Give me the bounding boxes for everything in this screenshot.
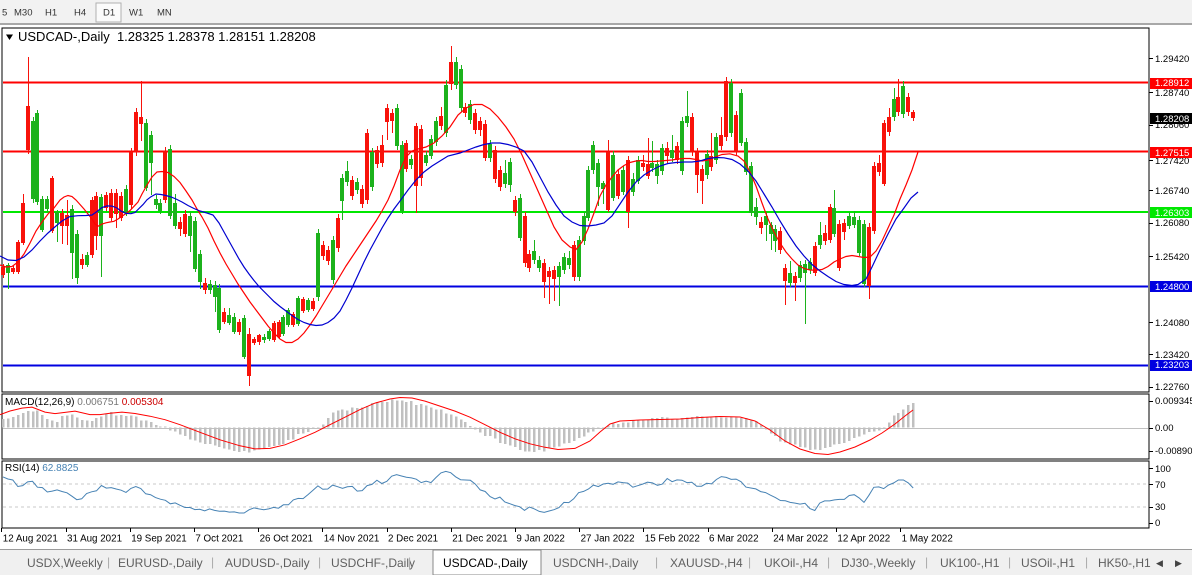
svg-text:|: | — [408, 555, 411, 569]
svg-text:0.009345: 0.009345 — [1155, 396, 1192, 407]
svg-text:|: | — [318, 555, 321, 569]
svg-text:6 Mar 2022: 6 Mar 2022 — [709, 534, 759, 545]
svg-text:-0.008902: -0.008902 — [1155, 446, 1192, 457]
svg-text:1.26740: 1.26740 — [1155, 186, 1189, 197]
svg-text:|: | — [1085, 555, 1088, 569]
svg-text:1.29420: 1.29420 — [1155, 54, 1189, 65]
svg-text:9 Jan 2022: 9 Jan 2022 — [516, 534, 564, 545]
svg-text:0.00: 0.00 — [1155, 423, 1174, 434]
svg-text:1.22760: 1.22760 — [1155, 382, 1189, 393]
svg-text:RSI(14) 62.8825: RSI(14) 62.8825 — [5, 463, 79, 474]
svg-text:USDCAD-,Daily 1.28325 1.28378: USDCAD-,Daily 1.28325 1.28378 1.28151 1.… — [18, 29, 316, 44]
svg-text:1.27420: 1.27420 — [1155, 156, 1189, 167]
svg-text:UKOil-,H4: UKOil-,H4 — [764, 556, 818, 570]
svg-text:100: 100 — [1155, 464, 1171, 475]
svg-text:MACD(12,26,9) 0.006751 0.00530: MACD(12,26,9) 0.006751 0.005304 — [5, 397, 164, 408]
svg-text:EURUSD-,Daily: EURUSD-,Daily — [118, 556, 203, 570]
svg-text:|: | — [655, 555, 658, 569]
svg-text:2 Dec 2021: 2 Dec 2021 — [388, 534, 438, 545]
svg-text:UK100-,H1: UK100-,H1 — [940, 556, 1000, 570]
svg-text:1.23203: 1.23203 — [1155, 360, 1189, 371]
svg-text:|: | — [925, 555, 928, 569]
svg-text:USDCAD-,Daily: USDCAD-,Daily — [443, 556, 528, 570]
svg-text:1.24080: 1.24080 — [1155, 318, 1189, 329]
svg-text:30: 30 — [1155, 502, 1166, 513]
svg-text:W1: W1 — [129, 8, 143, 19]
svg-text:31 Aug 2021: 31 Aug 2021 — [67, 534, 122, 545]
svg-text:12 Apr 2022: 12 Apr 2022 — [837, 534, 890, 545]
svg-text:|: | — [1008, 555, 1011, 569]
svg-text:12 Aug 2021: 12 Aug 2021 — [3, 534, 58, 545]
svg-text:HK50-,H1: HK50-,H1 — [1098, 556, 1151, 570]
svg-text:5: 5 — [2, 8, 7, 19]
svg-text:1.26080: 1.26080 — [1155, 218, 1189, 229]
svg-text:1.26303: 1.26303 — [1155, 208, 1189, 219]
svg-text:1.27515: 1.27515 — [1155, 148, 1189, 159]
svg-text:|: | — [107, 555, 110, 569]
svg-text:▶: ▶ — [1175, 558, 1182, 568]
svg-text:MN: MN — [157, 8, 172, 19]
svg-text:1.28208: 1.28208 — [1155, 114, 1189, 125]
svg-text:AUDUSD-,Daily: AUDUSD-,Daily — [225, 556, 310, 570]
svg-text:D1: D1 — [103, 8, 115, 19]
svg-text:1 May 2022: 1 May 2022 — [902, 534, 953, 545]
svg-text:14 Nov 2021: 14 Nov 2021 — [324, 534, 380, 545]
svg-text:USOil-,H1: USOil-,H1 — [1021, 556, 1075, 570]
svg-text:19 Sep 2021: 19 Sep 2021 — [131, 534, 187, 545]
svg-text:1.28740: 1.28740 — [1155, 88, 1189, 99]
svg-text:|: | — [827, 555, 830, 569]
svg-text:1.28912: 1.28912 — [1155, 78, 1189, 89]
svg-text:70: 70 — [1155, 480, 1166, 491]
svg-text:1.25420: 1.25420 — [1155, 252, 1189, 263]
svg-text:21 Dec 2021: 21 Dec 2021 — [452, 534, 508, 545]
svg-text:1.24800: 1.24800 — [1155, 282, 1189, 293]
svg-text:USDCHF-,Daily: USDCHF-,Daily — [331, 556, 415, 570]
svg-text:◀: ◀ — [1156, 558, 1163, 568]
svg-text:1.23420: 1.23420 — [1155, 350, 1189, 361]
svg-text:H4: H4 — [74, 8, 86, 19]
svg-text:1.28060: 1.28060 — [1155, 120, 1189, 131]
svg-text:XAUUSD-,H4: XAUUSD-,H4 — [670, 556, 743, 570]
svg-text:DJ30-,Weekly: DJ30-,Weekly — [841, 556, 915, 570]
svg-text:26 Oct 2021: 26 Oct 2021 — [260, 534, 313, 545]
svg-text:USDCNH-,Daily: USDCNH-,Daily — [553, 556, 638, 570]
svg-text:7 Oct 2021: 7 Oct 2021 — [195, 534, 243, 545]
svg-text:24 Mar 2022: 24 Mar 2022 — [773, 534, 828, 545]
svg-text:USDX,Weekly: USDX,Weekly — [27, 556, 103, 570]
svg-text:M30: M30 — [14, 8, 32, 19]
svg-text:27 Jan 2022: 27 Jan 2022 — [581, 534, 635, 545]
svg-text:15 Feb 2022: 15 Feb 2022 — [645, 534, 700, 545]
svg-text:|: | — [211, 555, 214, 569]
svg-text:|: | — [748, 555, 751, 569]
svg-text:0: 0 — [1155, 518, 1160, 529]
svg-text:H1: H1 — [45, 8, 57, 19]
